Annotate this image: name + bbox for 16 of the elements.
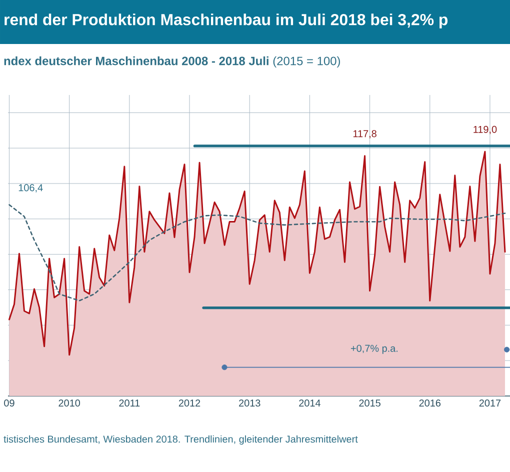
x-tick-label: 2013 <box>239 400 260 407</box>
x-tick-label: 2015 <box>359 400 380 407</box>
data-label: 117,8 <box>353 130 376 138</box>
text: tistisches Bundesamt, Wiesbaden 2018. Trendlinien, gleitender Jahresmittelwert <box>4 435 358 445</box>
x-tick-label: 09 <box>4 400 14 407</box>
x-tick-label: 2016 <box>419 400 441 407</box>
x-tick-label: 2012 <box>178 400 200 407</box>
chart-subtitle: ndex deutscher Maschinenbau 2008 - 2018 Juli (2015 = 100) <box>4 56 340 68</box>
annotation: 106,4 <box>18 184 43 192</box>
x-tick-label: 2010 <box>58 400 80 407</box>
chart-title: rend der Produktion Maschinenbau im Juli 2018 bei 3,2% p <box>4 14 448 28</box>
annotation: +0,7% p.a. <box>350 344 398 354</box>
data-label: 119,0 <box>474 126 497 134</box>
x-tick-label: 2017 <box>479 400 501 407</box>
x-tick-label: 2014 <box>299 400 320 407</box>
x-tick-label: 2011 <box>119 400 140 407</box>
